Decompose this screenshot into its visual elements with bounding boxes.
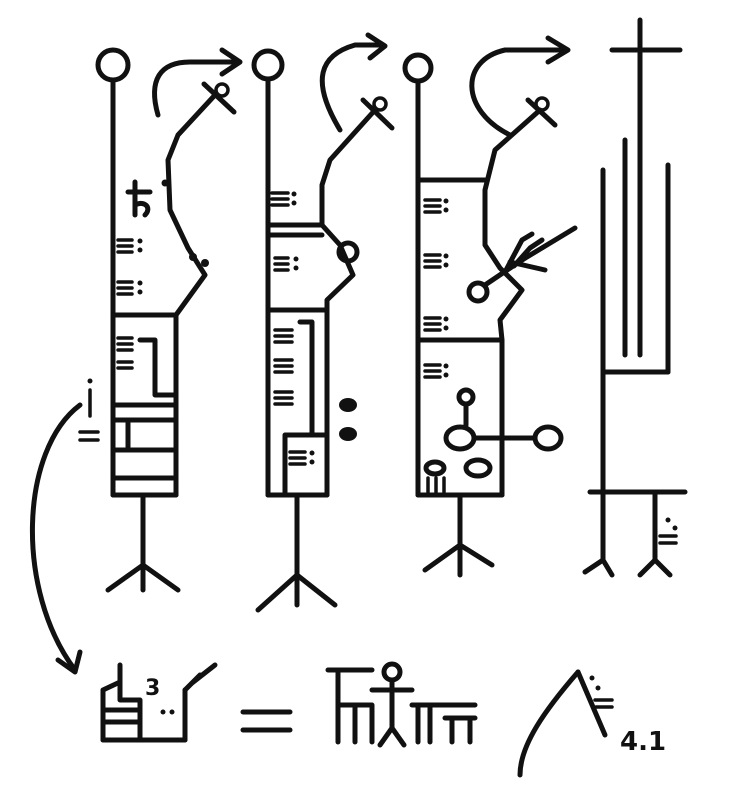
- figure-3-head: [402, 52, 434, 84]
- figure-3-ring: [534, 96, 550, 112]
- figure-2-tally-marks: [270, 191, 315, 466]
- figure-1-dot: [161, 179, 169, 187]
- figure-1-body-outline: [165, 81, 237, 498]
- figure-2-inner-bracket: [297, 319, 315, 438]
- side-mark: [78, 378, 100, 442]
- equation: 3 4.1: [100, 661, 666, 778]
- figure-2-lower-box: [282, 432, 330, 498]
- figure-3: [402, 35, 578, 578]
- curved-arrowhead: [55, 649, 83, 675]
- figure-4: [582, 17, 688, 578]
- figure-1-arrow: [152, 59, 241, 118]
- equals-sign: [240, 709, 293, 733]
- figure-2-body-outline: [319, 97, 395, 498]
- equation-right-glyph: [325, 661, 478, 748]
- figure-2-small-circle: [336, 240, 360, 264]
- figure-2-arrowhead: [365, 32, 388, 61]
- figure-4-legs: [582, 489, 673, 578]
- figure-3-fork-glyph: [466, 225, 578, 304]
- figure-1-dot-pair-a: [189, 253, 197, 261]
- figure-3-tally-marks: [423, 198, 449, 379]
- figure-3-arrow: [469, 47, 568, 138]
- figure-2-legs: [255, 492, 338, 613]
- figure-3-body-outline: [482, 97, 558, 498]
- figure-1-arrowhead: [219, 47, 243, 77]
- figure-2-arrow: [319, 42, 385, 133]
- figure-2: [251, 32, 395, 613]
- equation-suffix: 4.1: [620, 727, 666, 757]
- curved-arrow: [30, 402, 83, 673]
- figure-1-tally-marks: [116, 238, 143, 370]
- equation-superscript: 3: [145, 676, 160, 701]
- figure-3-legs: [422, 492, 495, 578]
- figure-2-dot-a: [339, 398, 357, 412]
- figure-2-dot-b: [339, 427, 357, 441]
- figure-3-circle-glyphs: [423, 387, 564, 494]
- figure-1-head: [95, 47, 131, 83]
- figure-3-arrowhead: [545, 35, 571, 65]
- equation-left-glyph: [100, 662, 218, 743]
- figure-1: [95, 47, 243, 593]
- figure-1-dot-pair-b: [201, 259, 209, 267]
- figure-2-ring: [372, 96, 388, 112]
- figure-1-inner-bracket: [137, 337, 179, 398]
- figure-4-tally-marks: [658, 517, 678, 545]
- figure-2-head: [251, 48, 285, 82]
- figure-1-legs: [105, 492, 181, 593]
- figure-1-flat-glyph: [125, 179, 153, 218]
- figure-1-ring: [214, 82, 230, 98]
- equation-arc-glyph: [517, 669, 614, 778]
